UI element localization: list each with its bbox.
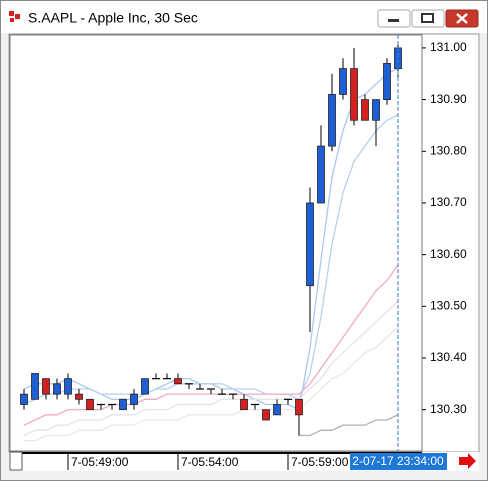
y-tick-label: 130.40 (430, 350, 467, 364)
candle-body (361, 99, 369, 121)
candle-body (383, 63, 391, 100)
moving-average-line (23, 114, 399, 406)
maximize-button[interactable] (411, 9, 445, 28)
window-title: S.AAPL - Apple Inc, 30 Sec (28, 10, 198, 26)
candle-body (141, 378, 149, 395)
candle-body (20, 393, 28, 405)
candle-body (64, 378, 72, 395)
candle-body (53, 383, 61, 395)
minimize-button[interactable] (377, 9, 411, 28)
y-tick-label: 130.80 (430, 143, 467, 157)
candle-body (317, 145, 325, 204)
candle-body (306, 202, 314, 287)
app-icon (9, 11, 20, 22)
candle-body (372, 99, 380, 121)
moving-average-line (23, 300, 399, 437)
y-tick-label: 130.50 (430, 298, 467, 312)
candle-body (174, 378, 182, 385)
scroll-arrow[interactable] (459, 453, 476, 469)
candle-body (350, 68, 358, 121)
candle-body (130, 393, 138, 405)
candle-body (328, 94, 336, 147)
candle-body (31, 373, 39, 400)
y-tick-label: 130.60 (430, 247, 467, 261)
x-tick-label: 7-05:59:00 (291, 455, 349, 469)
candle-body (86, 398, 94, 411)
y-tick-label: 130.70 (430, 195, 467, 209)
close-button[interactable] (445, 9, 479, 28)
y-tick-label: 130.90 (430, 92, 467, 106)
x-tick-label: 7-05:54:00 (181, 455, 239, 469)
y-tick-label: 130.30 (430, 402, 467, 416)
scroll-box[interactable] (9, 451, 23, 471)
candle-body (295, 398, 303, 416)
candle-body (339, 68, 347, 95)
candle-body (262, 409, 270, 421)
candle-body (240, 398, 248, 411)
moving-average-line (299, 414, 399, 437)
candle-body (119, 398, 127, 411)
cursor-label: 2-07-17 23:34:00 (352, 454, 444, 468)
candle-body (42, 378, 50, 395)
y-tick-label: 131.00 (430, 40, 467, 54)
cursor-label-box (350, 453, 447, 470)
candle-body (273, 404, 281, 416)
moving-average-line (24, 326, 399, 442)
candle-body (75, 393, 83, 400)
x-axis-line (22, 452, 422, 454)
x-tick-label: 7-05:49:00 (71, 455, 129, 469)
